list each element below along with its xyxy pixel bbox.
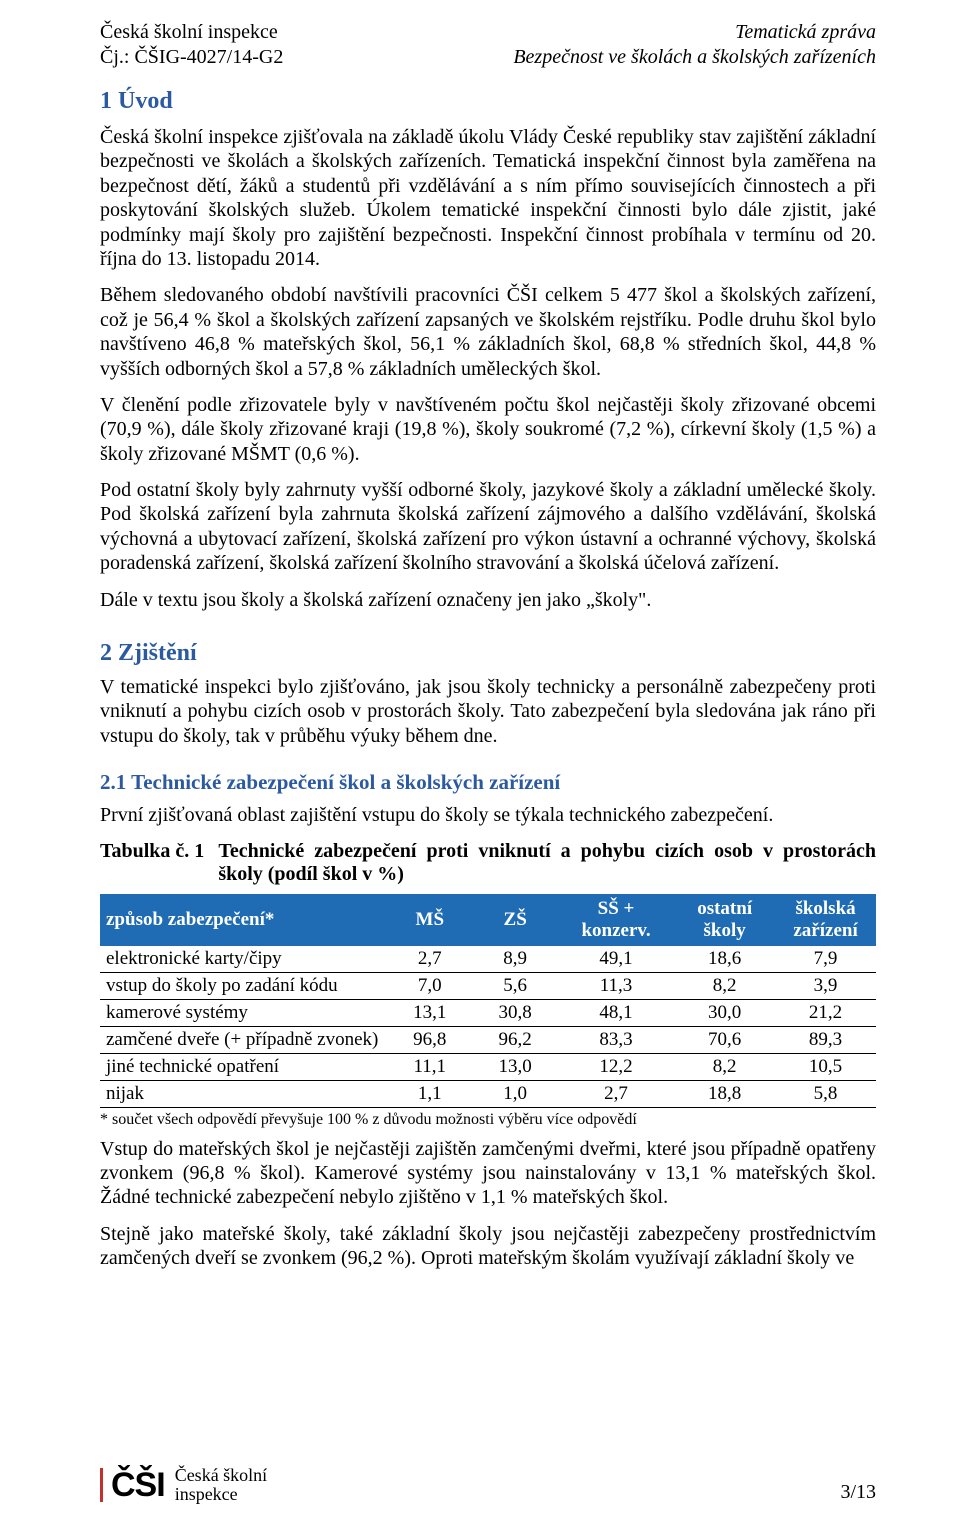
cell: 83,3 [558,1026,674,1053]
cell: 21,2 [775,999,876,1026]
uvod-paragraph-3: V členění podle zřizovatele byly v navšt… [100,393,876,466]
table-row: zamčené dveře (+ případně zvonek) 96,8 9… [100,1026,876,1053]
cell: 5,8 [775,1080,876,1107]
table-1: způsob zabezpečení* MŠ ZŠ SŠ + konzerv. … [100,894,876,1108]
zj-paragraph-1: V tematické inspekci bylo zjišťováno, ja… [100,675,876,748]
footer-logo: ČŠI Česká školní inspekce [100,1466,267,1504]
cell-label: jiné technické opatření [100,1053,387,1080]
cell: 11,1 [387,1053,472,1080]
table-1-body: elektronické karty/čipy 2,7 8,9 49,1 18,… [100,946,876,1108]
cell: 2,7 [387,946,472,973]
header-right: Tematická zpráva Bezpečnost ve školách a… [513,20,876,70]
cell: 70,6 [674,1026,775,1053]
doc-ref: Čj.: ČŠIG-4027/14-G2 [100,45,283,70]
table-1-footnote: * součet všech odpovědí převyšuje 100 % … [100,1111,876,1129]
cell: 13,1 [387,999,472,1026]
uvod-paragraph-1: Česká školní inspekce zjišťovala na zákl… [100,125,876,271]
table-row: nijak 1,1 1,0 2,7 18,8 5,8 [100,1080,876,1107]
cell-label: zamčené dveře (+ případně zvonek) [100,1026,387,1053]
cell-label: kamerové systémy [100,999,387,1026]
csi-logo-line1: Česká školní [175,1465,268,1485]
th-ostatni: ostatní školy [674,894,775,946]
table-1-head: způsob zabezpečení* MŠ ZŠ SŠ + konzerv. … [100,894,876,946]
cell: 11,3 [558,972,674,999]
csi-logo-mark: ČŠI [100,1468,165,1502]
cell-label: vstup do školy po zadání kódu [100,972,387,999]
org-name: Česká školní inspekce [100,20,283,45]
page: Česká školní inspekce Čj.: ČŠIG-4027/14-… [0,0,960,1528]
cell: 89,3 [775,1026,876,1053]
cell-label: nijak [100,1080,387,1107]
csi-logo-text: Česká školní inspekce [175,1466,268,1504]
cell: 49,1 [558,946,674,973]
subsection-2-1-title: 2.1 Technické zabezpečení škol a školský… [100,770,876,795]
cell: 7,0 [387,972,472,999]
cell: 10,5 [775,1053,876,1080]
th-method: způsob zabezpečení* [100,894,387,946]
cell: 7,9 [775,946,876,973]
report-subject: Bezpečnost ve školách a školských zaříze… [513,45,876,70]
after-table-paragraph-1: Vstup do mateřských škol je nejčastěji z… [100,1137,876,1210]
cell: 48,1 [558,999,674,1026]
table-1-caption-text: Technické zabezpečení proti vniknutí a p… [218,840,876,886]
cell: 18,8 [674,1080,775,1107]
cell: 5,6 [472,972,557,999]
cell: 18,6 [674,946,775,973]
cell: 2,7 [558,1080,674,1107]
cell: 96,2 [472,1026,557,1053]
after-table-paragraph-2: Stejně jako mateřské školy, také základn… [100,1222,876,1271]
th-ss: SŠ + konzerv. [558,894,674,946]
uvod-paragraph-4: Pod ostatní školy byly zahrnuty vyšší od… [100,478,876,576]
cell: 8,2 [674,1053,775,1080]
table-row: kamerové systémy 13,1 30,8 48,1 30,0 21,… [100,999,876,1026]
section-2-title: 2 Zjištění [100,640,876,667]
table-1-caption: Tabulka č. 1 Technické zabezpečení proti… [100,840,876,886]
th-ms: MŠ [387,894,472,946]
cell: 8,9 [472,946,557,973]
csi-logo-line2: inspekce [175,1484,238,1504]
cell: 30,8 [472,999,557,1026]
page-footer: ČŠI Česká školní inspekce 3/13 [100,1466,876,1504]
uvod-paragraph-2: Během sledovaného období navštívili prac… [100,283,876,381]
cell: 1,0 [472,1080,557,1107]
report-type: Tematická zpráva [513,20,876,45]
cell: 8,2 [674,972,775,999]
table-row: vstup do školy po zadání kódu 7,0 5,6 11… [100,972,876,999]
table-1-header-row: způsob zabezpečení* MŠ ZŠ SŠ + konzerv. … [100,894,876,946]
uvod-paragraph-5: Dále v textu jsou školy a školská zaříze… [100,588,876,612]
cell: 12,2 [558,1053,674,1080]
cell: 1,1 [387,1080,472,1107]
sub21-intro: První zjišťovaná oblast zajištění vstupu… [100,803,876,827]
table-row: elektronické karty/čipy 2,7 8,9 49,1 18,… [100,946,876,973]
cell-label: elektronické karty/čipy [100,946,387,973]
cell: 3,9 [775,972,876,999]
section-1-title: 1 Úvod [100,88,876,115]
table-1-caption-lead: Tabulka č. 1 [100,840,204,886]
cell: 13,0 [472,1053,557,1080]
th-zarizeni: školská zařízení [775,894,876,946]
table-row: jiné technické opatření 11,1 13,0 12,2 8… [100,1053,876,1080]
cell: 30,0 [674,999,775,1026]
cell: 96,8 [387,1026,472,1053]
page-header: Česká školní inspekce Čj.: ČŠIG-4027/14-… [100,20,876,70]
header-left: Česká školní inspekce Čj.: ČŠIG-4027/14-… [100,20,283,70]
page-number: 3/13 [840,1481,876,1504]
th-zs: ZŠ [472,894,557,946]
